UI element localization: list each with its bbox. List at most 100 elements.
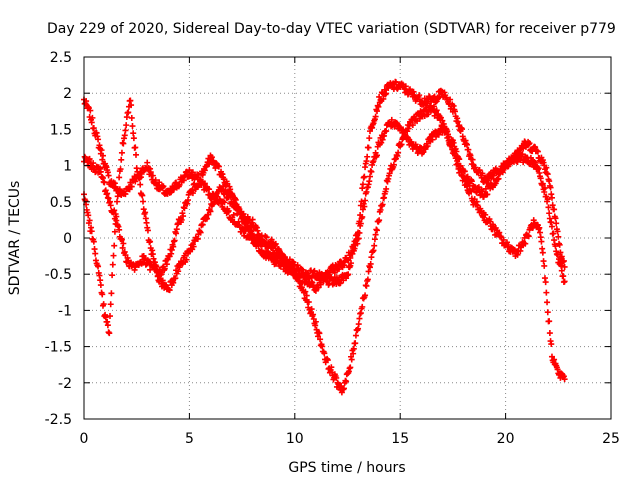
data-point-marker [543, 289, 550, 296]
data-point-marker [140, 198, 147, 205]
data-point-marker [547, 184, 554, 191]
data-point-marker [122, 127, 129, 134]
data-point-marker [100, 301, 107, 308]
data-point-marker [355, 321, 362, 328]
data-point-marker [89, 114, 96, 121]
y-tick-label: 2.5 [50, 50, 72, 66]
data-point-marker [461, 168, 468, 175]
data-point-marker [543, 164, 550, 171]
data-point-marker [357, 220, 364, 227]
data-point-marker [109, 261, 116, 268]
data-point-marker [180, 213, 187, 220]
data-point-marker [554, 251, 561, 258]
data-point-marker [539, 180, 546, 187]
data-point-marker [95, 136, 102, 143]
data-point-marker [206, 186, 213, 193]
data-point-marker [352, 332, 359, 339]
data-point-marker [305, 298, 312, 305]
data-point-marker [544, 299, 551, 306]
data-point-marker [316, 330, 323, 337]
data-point-marker [87, 107, 94, 114]
data-point-marker [499, 169, 506, 176]
x-tick-label: 0 [80, 431, 89, 447]
data-point-marker [546, 210, 553, 217]
data-point-marker [561, 278, 568, 285]
data-point-marker [340, 385, 347, 392]
y-tick-label: 1.5 [50, 122, 72, 138]
data-point-marker [128, 114, 135, 121]
data-point-marker [248, 228, 255, 235]
data-point-marker [343, 378, 350, 385]
data-point-marker [541, 262, 548, 269]
data-point-marker [365, 268, 372, 275]
y-tick-label: -2.5 [45, 412, 72, 428]
data-point-marker [558, 267, 565, 274]
data-point-marker [321, 350, 328, 357]
data-point-marker [276, 247, 283, 254]
data-point-marker [132, 144, 139, 151]
data-point-marker [548, 223, 555, 230]
data-point-marker [553, 220, 560, 227]
data-point-marker [383, 185, 390, 192]
data-point-marker [479, 170, 486, 177]
data-point-marker [383, 90, 390, 97]
grid-lines [84, 57, 611, 419]
y-tick-label: 2 [63, 86, 72, 102]
data-point-marker [548, 341, 555, 348]
data-point-marker [128, 102, 135, 109]
data-point-marker [550, 230, 557, 237]
data-point-marker [361, 173, 368, 180]
y-tick-label: -1 [58, 303, 72, 319]
data-point-marker [545, 204, 552, 211]
data-point-marker [484, 191, 491, 198]
data-point-marker [522, 240, 529, 247]
data-point-marker [86, 217, 93, 224]
data-point-marker [171, 237, 178, 244]
data-point-marker [130, 135, 137, 142]
data-point-marker [136, 175, 143, 182]
data-point-marker [355, 235, 362, 242]
data-point-marker [88, 228, 95, 235]
data-point-marker [308, 306, 315, 313]
data-point-marker [92, 250, 99, 257]
data-point-marker [97, 168, 104, 175]
data-point-marker [285, 259, 292, 266]
data-point-marker [118, 236, 125, 243]
data-point-marker [514, 158, 521, 165]
data-point-marker [345, 271, 352, 278]
data-point-marker [98, 147, 105, 154]
data-point-marker [555, 233, 562, 240]
data-point-marker [361, 203, 368, 210]
data-point-marker [160, 183, 167, 190]
data-point-marker [149, 172, 156, 179]
data-point-marker [364, 276, 371, 283]
data-point-marker [331, 269, 338, 276]
data-point-marker [86, 155, 93, 162]
data-point-marker [374, 108, 381, 115]
data-point-marker [561, 376, 568, 383]
data-point-marker [105, 172, 112, 179]
data-point-marker [221, 199, 228, 206]
data-point-marker [556, 256, 563, 263]
axis-ticks: 0 5 10 15 20 25 -2.5 -2 -1.5 -1 -0.5 0 0.5 1 1.5 2 2.5 [45, 50, 620, 447]
data-point-marker [144, 227, 151, 234]
data-point-marker [538, 238, 545, 245]
data-point-marker [444, 131, 451, 138]
data-point-marker [129, 123, 136, 130]
data-point-marker [197, 229, 204, 236]
data-point-marker [114, 198, 121, 205]
data-point-marker [465, 146, 472, 153]
data-point-marker [447, 96, 454, 103]
data-point-marker [120, 140, 127, 147]
data-point-marker [115, 187, 122, 194]
data-point-marker [189, 190, 196, 197]
data-point-marker [374, 227, 381, 234]
data-point-marker [161, 265, 168, 272]
data-point-marker [362, 197, 369, 204]
data-point-marker [554, 228, 561, 235]
x-tick-label: 25 [602, 431, 620, 447]
data-point-marker [207, 208, 214, 215]
data-point-marker [107, 202, 114, 209]
data-point-marker [116, 226, 123, 233]
data-point-marker [544, 196, 551, 203]
